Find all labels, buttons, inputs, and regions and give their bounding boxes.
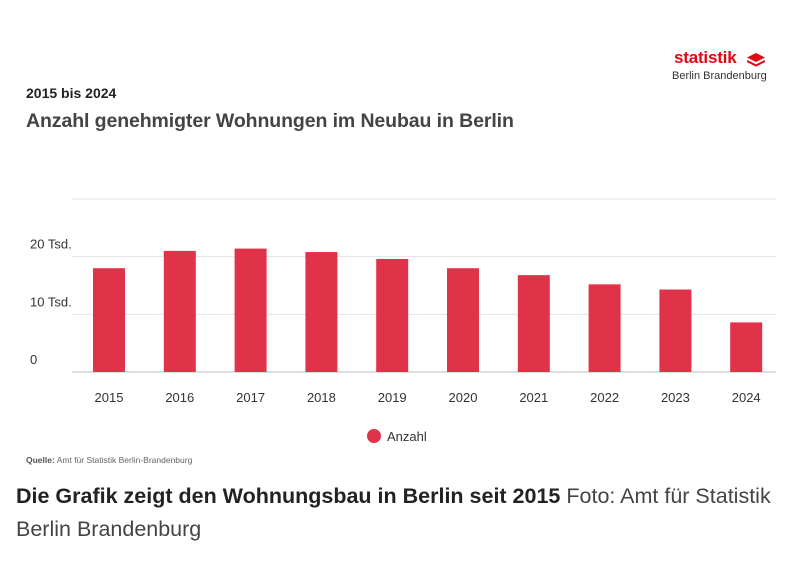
label-layer: 0 10 Tsd. 20 Tsd. 2015 2016 2017 2018 2019 2020 2…	[30, 237, 761, 405]
bar	[305, 252, 338, 372]
y-tick-label: 0	[30, 352, 37, 367]
caption-credit: Foto: Amt für Statistik Berlin Brandenbu…	[16, 484, 771, 541]
x-tick-label: 2024	[732, 390, 761, 405]
bar-chart: 0 10 Tsd. 20 Tsd. 2015 2016 2017 2018 2019 2020 2…	[30, 198, 776, 405]
chart-title: Anzahl genehmigter Wohnungen im Neubau i…	[26, 110, 514, 132]
x-tick-label: 2016	[165, 390, 194, 405]
x-tick-label: 2022	[590, 390, 619, 405]
logo-wordmark: statistik	[674, 48, 737, 67]
x-tick-label: 2017	[236, 390, 265, 405]
y-tick-label: 10 Tsd.	[30, 294, 72, 309]
bar	[163, 250, 196, 372]
logo-subtitle: Berlin Brandenburg	[672, 70, 767, 82]
stacked-layers-icon	[747, 53, 765, 67]
legend-label: Anzahl	[387, 428, 427, 444]
source-label: Quelle:	[26, 455, 55, 465]
bar	[234, 248, 267, 372]
bar	[659, 289, 692, 372]
bar	[376, 258, 409, 372]
x-tick-label: 2019	[378, 390, 407, 405]
x-tick-label: 2015	[95, 390, 124, 405]
bar	[588, 284, 621, 372]
chart-subtitle: 2015 bis 2024	[26, 85, 117, 101]
bar-layer	[93, 248, 763, 372]
bar	[517, 275, 550, 372]
bar	[730, 322, 763, 372]
caption-headline: Die Grafik zeigt den Wohnungsbau in Berl…	[16, 484, 561, 508]
legend: Anzahl	[367, 427, 427, 445]
x-tick-label: 2018	[307, 390, 336, 405]
y-tick-label: 20 Tsd.	[30, 237, 72, 252]
bar	[447, 268, 479, 372]
x-tick-label: 2020	[449, 390, 478, 405]
source-note: Quelle: Amt für Statistik Berlin-Branden…	[26, 455, 192, 465]
image-caption: Die Grafik zeigt den Wohnungsbau in Berl…	[16, 480, 786, 546]
statistik-logo: statistik Berlin Brandenburg	[668, 48, 772, 88]
legend-swatch	[367, 429, 381, 443]
bar	[93, 268, 125, 372]
x-tick-label: 2023	[661, 390, 690, 405]
x-tick-label: 2021	[519, 390, 548, 405]
source-text: Amt für Statistik Berlin-Brandenburg	[56, 455, 193, 465]
